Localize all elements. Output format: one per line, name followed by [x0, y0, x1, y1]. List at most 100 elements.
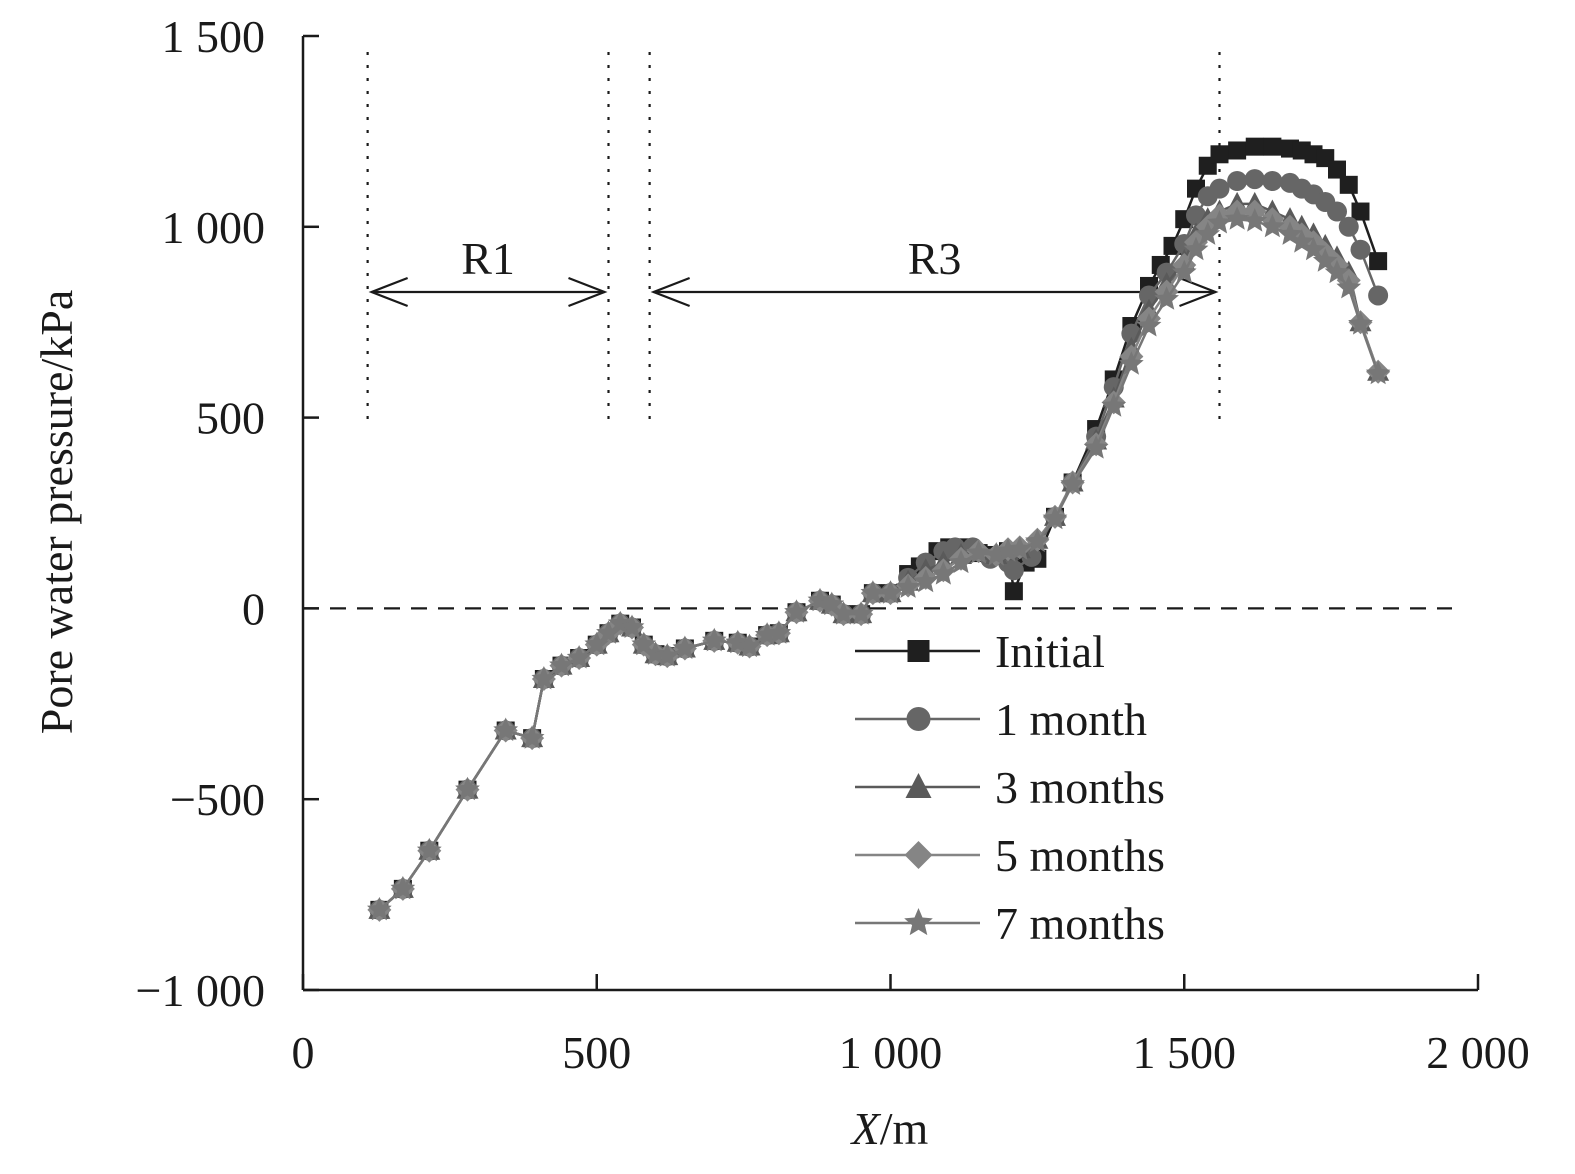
data-point [1228, 141, 1247, 160]
tick-labels: −1 000 −500 0 500 1 000 1 500 0 500 1 000 1 500 2 … [136, 11, 1530, 1078]
series-7-months [367, 206, 1391, 921]
data-point [1327, 201, 1347, 222]
series-line [378, 210, 1380, 911]
data-point [390, 875, 416, 900]
data-point [878, 580, 903, 604]
data-point [1339, 175, 1358, 194]
data-point [1183, 236, 1209, 261]
data-point [1312, 248, 1338, 272]
region-markers: R1 R3 [366, 52, 1221, 420]
data-point [895, 574, 921, 598]
data-point [931, 561, 956, 585]
data-point [966, 540, 991, 564]
series-3-months [368, 191, 1390, 919]
legend-label: Initial [995, 626, 1105, 677]
data-point [1324, 259, 1350, 284]
data-point [1139, 285, 1159, 306]
x-tick-label: 500 [562, 1027, 631, 1078]
data-point [1242, 208, 1268, 232]
data-point [1260, 213, 1285, 238]
data-point [1369, 252, 1388, 271]
legend-label: 7 months [995, 898, 1165, 949]
data-point [1083, 435, 1109, 459]
data-point [831, 601, 856, 625]
data-point [367, 896, 392, 921]
data-point [1328, 160, 1346, 179]
data-point [1351, 202, 1370, 221]
data-point [416, 837, 442, 862]
data-point [584, 631, 610, 656]
legend-marker [904, 908, 933, 936]
legend-marker [904, 841, 933, 869]
arrowhead-left-icon [368, 276, 409, 308]
data-point [1007, 536, 1033, 560]
series-line [378, 217, 1380, 911]
y-tick-label: 500 [196, 393, 265, 444]
data-point [784, 599, 809, 623]
y-tick-label: 1 500 [162, 11, 266, 62]
legend-marker [907, 640, 930, 662]
data-point [596, 620, 621, 644]
data-point [1171, 259, 1197, 284]
data-point [1365, 360, 1391, 385]
legend-label: 5 months [995, 830, 1165, 881]
data-point [519, 725, 545, 749]
y-tick-label: −1 000 [136, 965, 265, 1016]
data-point [1262, 171, 1283, 192]
data-point [1224, 206, 1250, 230]
data-point [493, 717, 519, 741]
x-axis-title-unit: /m [880, 1103, 929, 1154]
legend-label: 3 months [995, 762, 1165, 813]
y-tick-label: −500 [170, 774, 265, 825]
data-point [531, 666, 557, 690]
data-point [1101, 393, 1127, 417]
arrowhead-right-icon [568, 276, 608, 308]
x-tick-label: 2 000 [1426, 1027, 1530, 1078]
data-point [860, 580, 886, 604]
data-point [766, 620, 792, 644]
data-point [1368, 285, 1389, 306]
x-tick-label: 0 [292, 1027, 315, 1078]
y-axis-title: Pore water pressure/kPa [31, 290, 82, 735]
x-axis-title-var: X [850, 1103, 882, 1154]
data-point [1210, 145, 1229, 164]
series-1-month [369, 169, 1389, 920]
data-point [1338, 216, 1359, 237]
data-point [1025, 528, 1050, 553]
data-point [737, 633, 762, 658]
data-point [1154, 286, 1179, 310]
series-line [378, 177, 1380, 911]
data-point [1136, 313, 1162, 337]
data-point [1348, 311, 1373, 335]
data-point [455, 776, 480, 801]
data-point [549, 652, 574, 677]
arrowhead-left-icon [650, 276, 691, 308]
data-point [1195, 221, 1221, 245]
data-point [1263, 137, 1282, 156]
data-point [1244, 169, 1265, 190]
legend-marker [905, 773, 932, 798]
data-point [672, 635, 698, 659]
data-point [1350, 239, 1371, 260]
series-line [378, 202, 1380, 911]
data-point [1336, 274, 1362, 299]
series-5-months [367, 199, 1391, 922]
data-point [913, 568, 939, 593]
x-axis-title: X/m [850, 1103, 929, 1154]
data-point [1004, 582, 1023, 601]
x-tick-label: 1 500 [1133, 1027, 1237, 1078]
data-point [654, 643, 680, 667]
data-point [1060, 471, 1085, 495]
legend: Initial 1 month 3 months 5 months 7 months [855, 626, 1165, 949]
data-point [1042, 505, 1068, 530]
data-point [948, 549, 974, 574]
data-point [619, 614, 645, 638]
y-tick-label: 1 000 [162, 202, 266, 253]
legend-marker [906, 707, 931, 731]
y-tick-label: 0 [242, 583, 265, 634]
data-point [1207, 210, 1232, 234]
data-point [1119, 351, 1144, 375]
data-point [1245, 137, 1264, 156]
region-label: R3 [908, 233, 962, 284]
